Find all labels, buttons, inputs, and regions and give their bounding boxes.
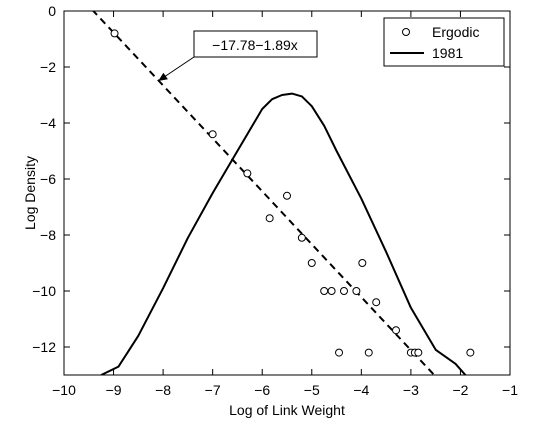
x-tick-label: −10 <box>52 382 76 398</box>
ergodic-point <box>358 259 367 267</box>
plot-frame <box>63 10 511 376</box>
ergodic-point <box>265 214 274 223</box>
y-tick-label: −6 <box>40 171 56 187</box>
ergodic-point <box>466 348 475 357</box>
ergodic-point <box>208 130 217 139</box>
x-tick-label: −5 <box>304 382 320 398</box>
annotation: −17.78−1.89x <box>157 30 318 82</box>
x-axis-label: Log of Link Weight <box>229 402 345 418</box>
ergodic-point <box>243 169 252 178</box>
y-tick-label: −8 <box>40 227 56 243</box>
y-axis-label: Log Density <box>22 156 38 230</box>
legend: Ergodic 1981 <box>383 17 505 67</box>
x-tick-label: −3 <box>403 382 419 398</box>
ergodic-point <box>283 191 291 200</box>
ergodic-point <box>110 29 119 38</box>
ergodic-point <box>352 287 361 295</box>
y-tick-label: 0 <box>48 3 56 19</box>
x-tick-label: −9 <box>106 382 122 398</box>
legend-box <box>383 17 505 67</box>
annotation-arrow-head <box>158 72 168 81</box>
ergodic-point <box>392 326 401 335</box>
ergodic-point <box>320 287 329 295</box>
series-layer <box>91 11 475 375</box>
annotation-box <box>193 30 318 58</box>
ergodic-point <box>327 287 336 295</box>
ergodic-point <box>364 348 373 357</box>
legend-label-1981: 1981 <box>432 45 463 61</box>
legend-label-ergodic: Ergodic <box>432 24 479 40</box>
ergodic-point <box>339 287 348 295</box>
ergodic-point <box>307 259 316 267</box>
y-tick-label: −12 <box>32 339 56 355</box>
ergodic-point <box>297 233 306 242</box>
ergodic-point <box>372 298 381 307</box>
y-tick-label: −10 <box>32 283 56 299</box>
x-tick-label: −1 <box>502 382 518 398</box>
annotation-text: −17.78−1.89x <box>212 37 298 53</box>
ergodic-point <box>335 348 344 357</box>
series-1981-line <box>100 92 467 375</box>
x-tick-label: −2 <box>452 382 468 398</box>
y-tick-label: −2 <box>40 59 56 75</box>
ticks-layer: −10 −9 −8 −7 −6 −5 −4 −3 −2 −10−2−4−6−8−10−12 <box>32 3 518 398</box>
ergodic-point <box>414 348 423 357</box>
x-tick-label: −8 <box>155 382 171 398</box>
x-tick-label: −4 <box>353 382 369 398</box>
y-tick-label: −4 <box>40 115 56 131</box>
x-tick-label: −6 <box>254 382 270 398</box>
x-tick-label: −7 <box>205 382 221 398</box>
legend-marker-ergodic <box>402 28 410 36</box>
